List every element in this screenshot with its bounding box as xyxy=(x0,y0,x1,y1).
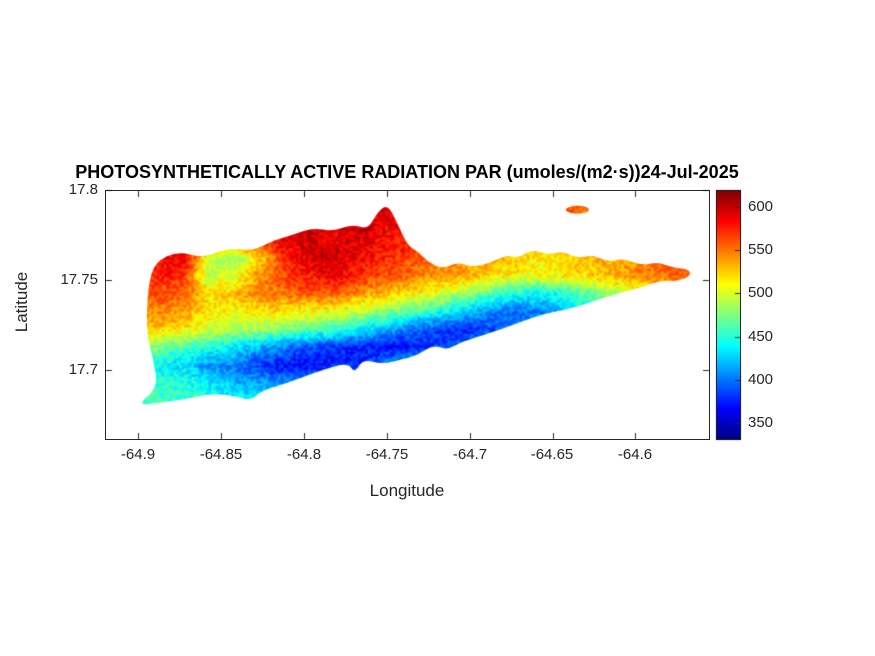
x-tick-label: -64.6 xyxy=(617,446,653,463)
y-tick-label: 17.75 xyxy=(60,271,98,288)
x-axis-label: Longitude xyxy=(369,481,445,500)
colorbar-tick-label: 550 xyxy=(748,241,774,258)
colorbar-tick-label: 500 xyxy=(748,284,774,301)
y-axis-label: Latitude xyxy=(12,271,31,333)
x-tick-label: -64.7 xyxy=(452,446,488,463)
x-tick-label: -64.9 xyxy=(120,446,156,463)
x-tick-label: -64.65 xyxy=(530,446,574,463)
colorbar-tick-label: 600 xyxy=(748,198,774,215)
colorbar-tick-label: 350 xyxy=(748,414,774,431)
x-tick-label: -64.85 xyxy=(199,446,243,463)
x-tick-label: -64.75 xyxy=(365,446,409,463)
y-tick-label: 17.8 xyxy=(68,181,98,198)
chart-title: PHOTOSYNTHETICALLY ACTIVE RADIATION PAR … xyxy=(75,162,739,182)
y-tick-label: 17.7 xyxy=(68,361,98,378)
x-tick-label: -64.8 xyxy=(286,446,322,463)
colorbar-tick-label: 450 xyxy=(748,328,774,345)
colorbar-tick-label: 400 xyxy=(748,371,774,388)
